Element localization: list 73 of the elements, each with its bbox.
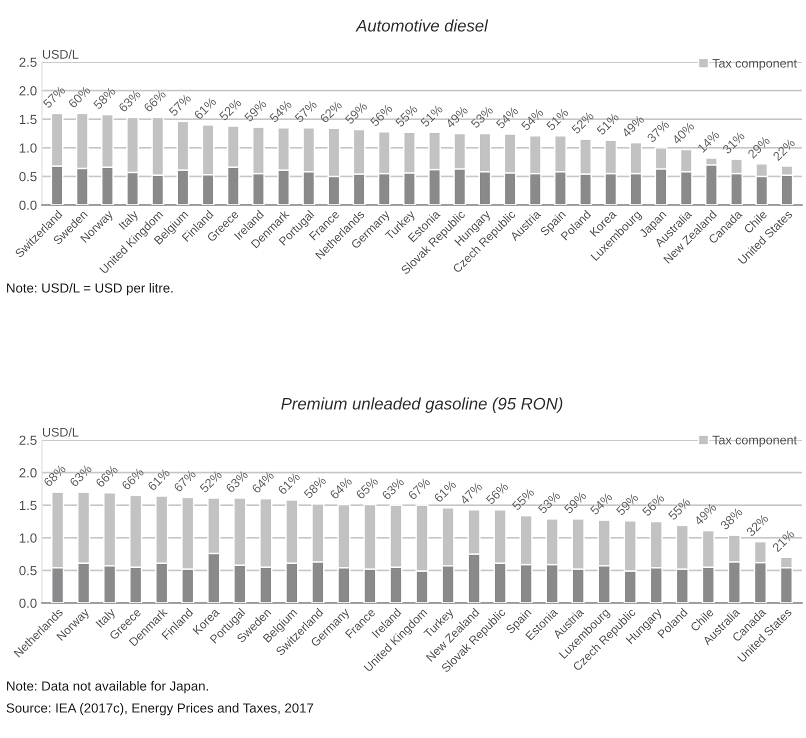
annotation: 64% [251,470,275,494]
annotation: 56% [485,482,509,505]
annotation: 60% [68,85,91,109]
y-tick-label: 1.5 [20,500,37,510]
annotation: 51% [420,104,444,128]
chart-title: Automotive diesel [355,19,488,32]
annotation: 53% [470,105,494,129]
annotation: 49% [621,114,645,138]
annotation: 54% [269,100,292,123]
annotation: 52% [218,98,242,122]
y-tick-label: 0.0 [19,598,37,608]
annotation: 63% [225,470,248,494]
annotation: 61% [194,96,217,120]
annotation: 58% [92,86,116,110]
annotation: 37% [646,120,670,143]
annotation: 62% [319,100,343,124]
annotation: 66% [95,464,118,488]
annotation: 52% [570,111,594,134]
y-tick-label: 1.5 [20,114,37,124]
annotation: 53% [538,490,561,514]
annotation: 57% [294,100,318,123]
y-tick-label: 2.5 [19,58,37,67]
annotation: 38% [720,507,744,530]
annotation: 54% [590,492,613,516]
annotation: 32% [746,514,770,537]
annotation: 61% [277,472,301,496]
annotation: 67% [173,469,196,492]
y-axis-title: USD/L [42,50,78,59]
annotation: 40% [671,121,695,145]
annotation: 59% [564,490,587,514]
annotation: 52% [199,470,222,494]
y-tick-label: 1.0 [20,533,37,543]
chart-title: Premium unleaded gasoline (95 RON) [281,397,562,413]
y-tick-label: 1.0 [20,143,37,153]
annotation: 67% [408,477,431,500]
annotation: 63% [381,477,405,500]
annotation: 59% [616,492,639,516]
annotation: 63% [69,464,92,488]
annotation: 65% [355,476,379,500]
annotation: 66% [121,467,144,490]
text: Note: Data not available for Japan. [7,681,208,694]
annotation: 59% [244,99,268,122]
annotation: 68% [43,464,66,488]
annotation: 61% [147,468,170,492]
annotation: 51% [546,108,570,131]
annotation: 31% [722,131,746,154]
annotation: 58% [303,476,327,500]
legend-label: Tax component [712,58,797,70]
y-tick-label: 0.5 [19,172,37,182]
annotation: 49% [694,502,717,526]
annotation: 57% [168,93,192,117]
y-axis-title: USD/L [42,428,78,437]
legend-label: Tax component [712,436,797,447]
annotation: 64% [329,476,353,500]
annotation: 66% [143,89,166,113]
annotation: 47% [459,482,483,505]
source-note: Source: IEA (2017c), Energy Prices and Taxes, 2017 [6,703,314,716]
y-tick-label: 2.0 [19,468,37,478]
annotation: 55% [394,104,418,128]
text: Note: USD/L = USD per litre. [7,283,173,296]
annotation: 54% [520,108,544,131]
annotation: 61% [434,480,457,503]
y-tick-label: 0.0 [19,200,37,210]
y-tick-label: 0.5 [19,566,37,576]
annotation: 55% [668,497,691,521]
annotation: 54% [496,106,519,130]
annotation: 49% [445,105,468,129]
annotation: 51% [596,112,620,136]
y-tick-label: 2.0 [19,86,37,96]
y-tick-label: 2.5 [19,436,37,445]
annotation: 56% [370,104,393,127]
annotation: 63% [118,89,142,113]
annotation: 55% [512,488,535,511]
